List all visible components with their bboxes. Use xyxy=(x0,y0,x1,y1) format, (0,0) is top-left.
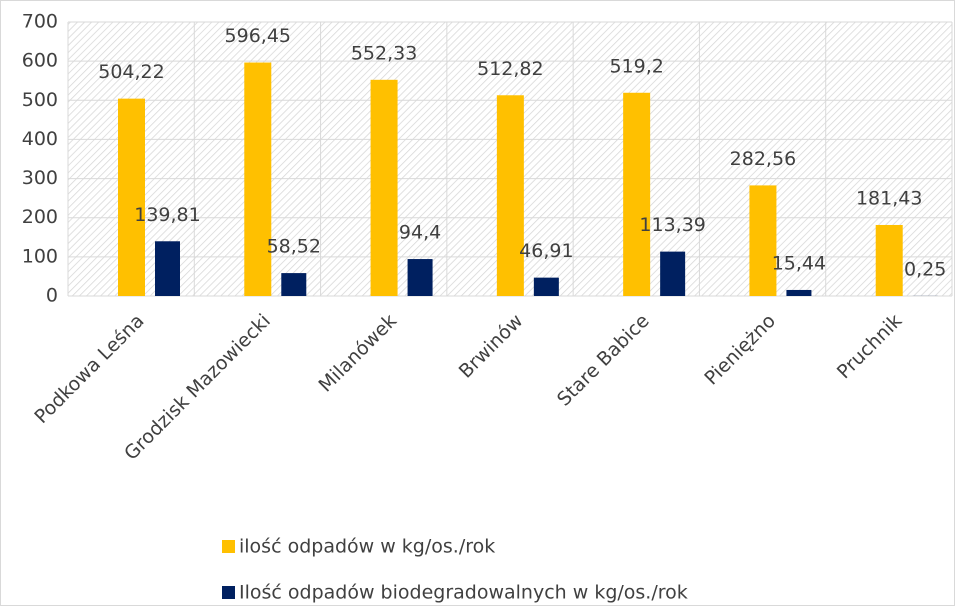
data-label: 282,56 xyxy=(730,148,796,170)
data-label: 596,45 xyxy=(225,25,291,47)
y-tick-label: 500 xyxy=(22,89,58,111)
y-tick-label: 700 xyxy=(22,11,58,33)
data-label: 58,52 xyxy=(267,236,321,258)
data-label: 0,25 xyxy=(904,258,946,280)
bar xyxy=(786,289,812,296)
data-label: 512,82 xyxy=(477,58,543,80)
bar xyxy=(496,95,524,296)
bar xyxy=(244,62,272,297)
legend-label: Ilość odpadów biodegradowalnych w kg/os.… xyxy=(239,582,688,604)
bar xyxy=(875,224,903,296)
data-label: 552,33 xyxy=(351,42,417,64)
bar xyxy=(155,241,180,296)
y-tick-label: 200 xyxy=(22,206,58,228)
bar xyxy=(623,92,651,296)
data-label: 504,22 xyxy=(98,61,164,83)
x-tick-label: Podkowa Leśna xyxy=(30,310,148,428)
data-label: 15,44 xyxy=(772,252,826,274)
y-tick-label: 400 xyxy=(22,128,58,150)
x-tick-label: Brwinów xyxy=(455,310,528,383)
legend-label: ilość odpadów w kg/os./rok xyxy=(239,536,495,558)
bar xyxy=(407,259,433,296)
y-tick-label: 300 xyxy=(22,167,58,189)
x-tick-label: Stare Babice xyxy=(553,310,654,411)
x-tick-label: Pruchnik xyxy=(833,310,906,383)
x-tick-label: Milanówek xyxy=(315,310,402,397)
bar xyxy=(533,277,559,296)
x-tick-label: Grodzisk Mazowiecki xyxy=(120,310,275,465)
data-label: 519,2 xyxy=(609,55,663,77)
data-label: 46,91 xyxy=(519,240,573,262)
y-tick-label: 600 xyxy=(22,50,58,72)
legend-swatch xyxy=(222,586,235,599)
bar xyxy=(281,273,307,296)
data-label: 139,81 xyxy=(134,204,200,226)
x-tick-label: Pieniężno xyxy=(700,310,780,390)
legend-swatch xyxy=(222,540,235,553)
y-tick-label: 100 xyxy=(22,245,58,267)
bar xyxy=(749,185,777,296)
y-tick-label: 0 xyxy=(46,285,58,307)
data-label: 94,4 xyxy=(399,222,441,244)
data-label: 181,43 xyxy=(856,187,922,209)
bar xyxy=(370,79,398,297)
bar xyxy=(660,251,686,296)
bar xyxy=(118,98,145,297)
data-label: 113,39 xyxy=(639,214,705,236)
